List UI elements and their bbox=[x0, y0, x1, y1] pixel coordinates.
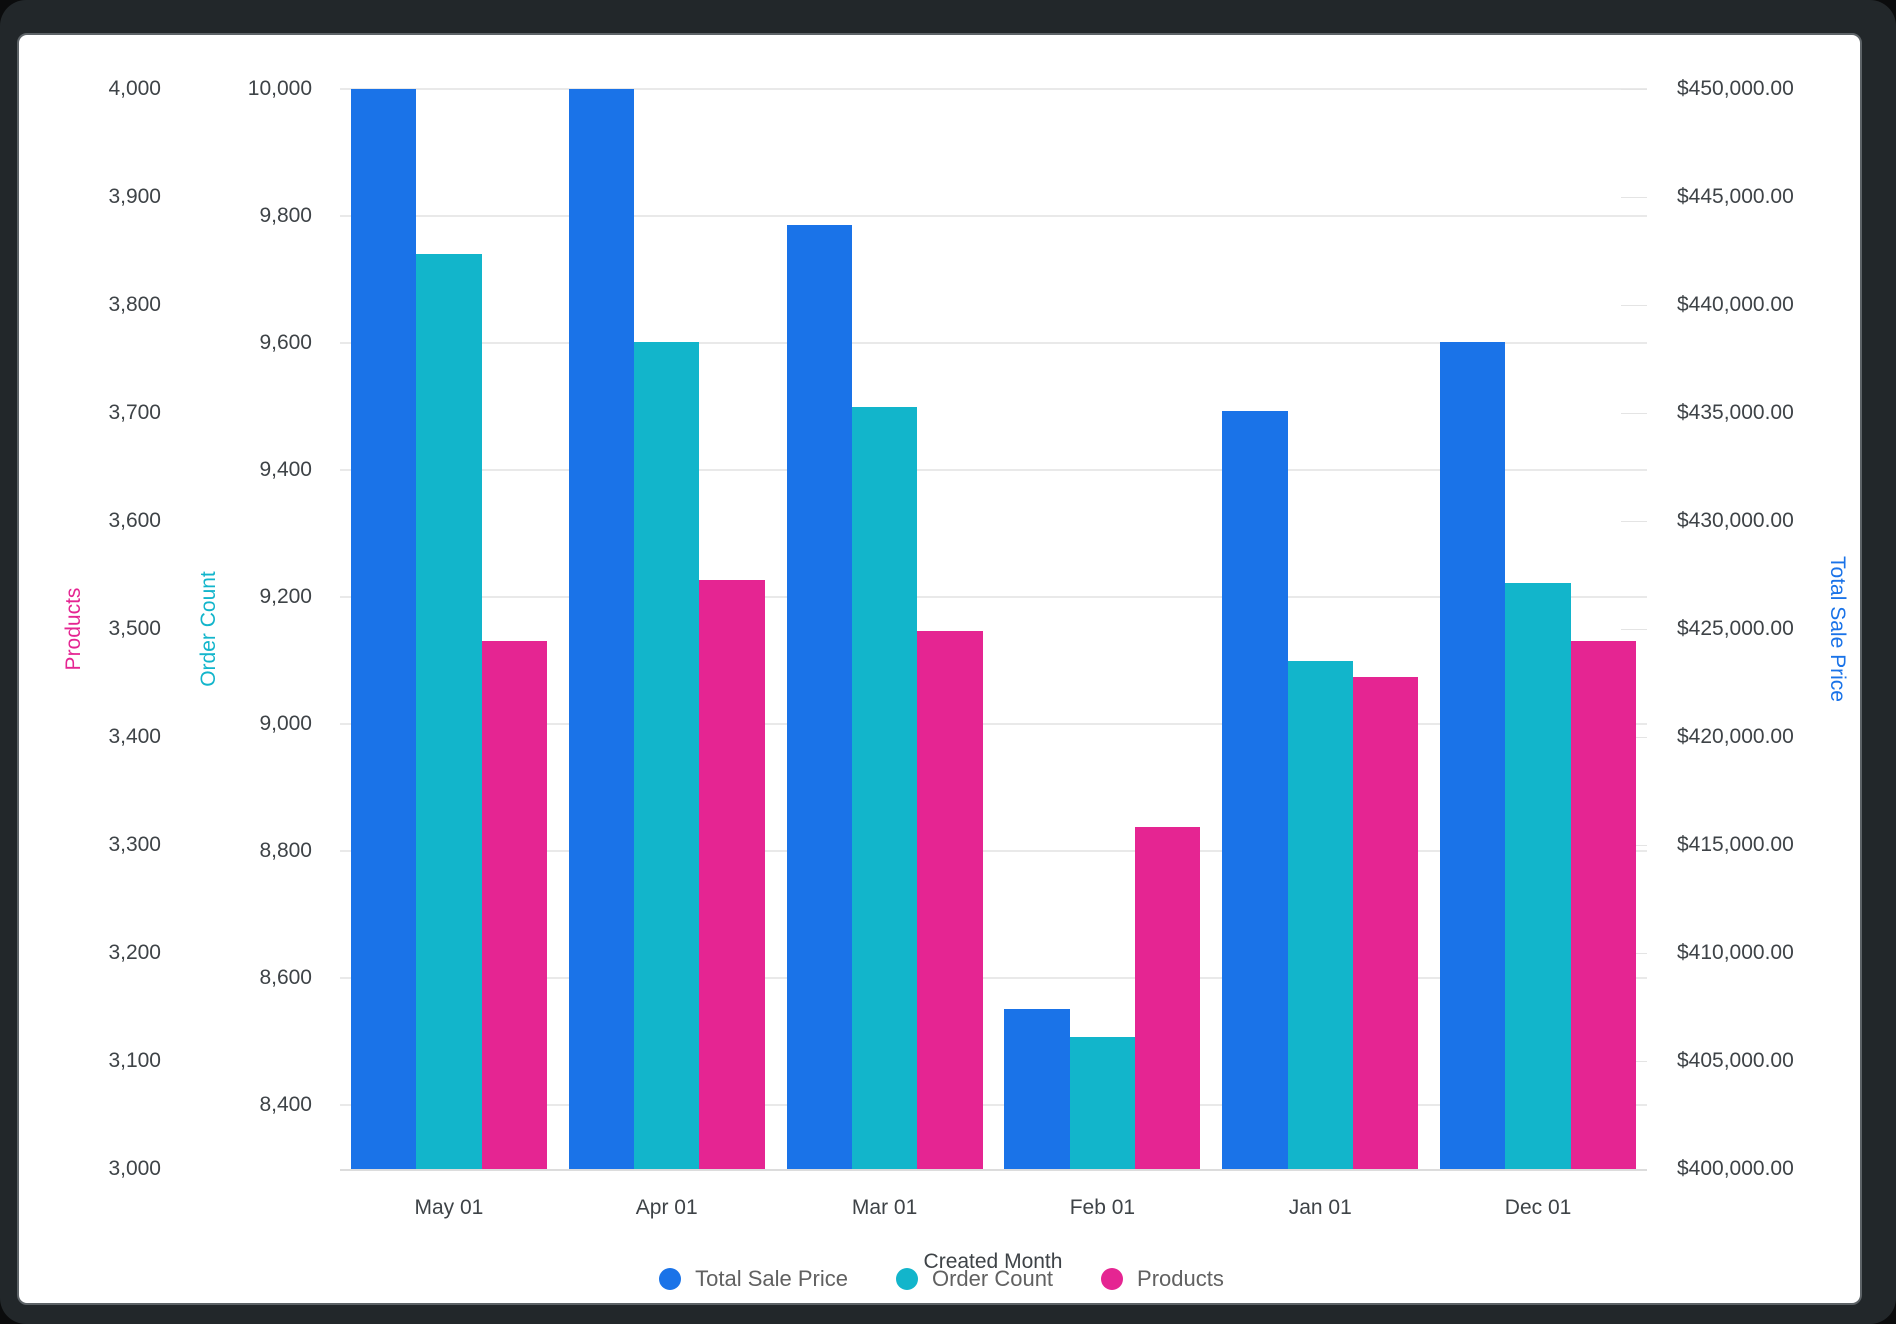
legend-marker-total-sale-price-icon bbox=[659, 1268, 682, 1290]
orders-tick-label: 9,200 bbox=[259, 585, 312, 609]
orders-tick-label: 10,000 bbox=[247, 77, 312, 100]
orders-tick-label: 8,600 bbox=[259, 966, 312, 990]
bar-total-sale-price-apr-01[interactable] bbox=[568, 89, 635, 1169]
grouped-bar-chart: 4,000 3,900 3,800 3,700 3,600 3,500 3,400 3,300… bbox=[19, 35, 1860, 1303]
products-tick-label: 3,600 bbox=[108, 509, 161, 532]
orders-tick-label: 9,000 bbox=[259, 712, 312, 736]
orders-tick-label: 9,400 bbox=[259, 458, 312, 482]
gridline bbox=[340, 88, 1647, 90]
bar-order-count-feb-01[interactable] bbox=[1069, 1036, 1136, 1169]
x-tick-label-may-01: May 01 bbox=[414, 1196, 484, 1219]
total-sale-price-axis-title: Total Sale Price bbox=[1826, 556, 1849, 702]
bar-total-sale-price-feb-01[interactable] bbox=[1004, 1009, 1070, 1169]
plot-area bbox=[340, 88, 1647, 1171]
bar-total-sale-price-jan-01[interactable] bbox=[1222, 410, 1288, 1169]
legend-marker-products-icon bbox=[1101, 1268, 1124, 1290]
bar-total-sale-price-dec-01[interactable] bbox=[1440, 341, 1506, 1169]
legend-label: Products bbox=[1137, 1266, 1224, 1291]
price-axis-tick bbox=[1621, 629, 1647, 630]
bar-order-count-mar-01[interactable] bbox=[851, 406, 918, 1169]
x-axis-line bbox=[340, 1169, 1647, 1171]
price-axis-tick bbox=[1621, 89, 1647, 90]
x-tick-label-mar-01: Mar 01 bbox=[851, 1196, 918, 1219]
gridline bbox=[340, 342, 1647, 345]
price-tick-label: $445,000.00 bbox=[1677, 185, 1794, 208]
gridline bbox=[340, 469, 1647, 472]
x-tick-label-feb-01: Feb 01 bbox=[1069, 1196, 1136, 1219]
legend-item-products[interactable]: Products bbox=[1101, 1266, 1224, 1292]
chart-card: 4,000 3,900 3,800 3,700 3,600 3,500 3,400 3,300… bbox=[17, 33, 1862, 1305]
price-tick-label: $450,000.00 bbox=[1677, 77, 1794, 100]
price-tick-label: $400,000.00 bbox=[1677, 1157, 1794, 1180]
bar-total-sale-price-may-01[interactable] bbox=[350, 89, 417, 1169]
gridline bbox=[340, 215, 1647, 218]
orders-tick-label: 8,400 bbox=[259, 1093, 312, 1117]
gridline bbox=[340, 723, 1647, 726]
legend-label: Order Count bbox=[931, 1266, 1054, 1291]
gridline bbox=[340, 850, 1647, 853]
bar-products-jan-01[interactable] bbox=[1352, 676, 1419, 1169]
x-tick-label-jan-01: Jan 01 bbox=[1288, 1196, 1352, 1219]
orders-tick-label: 8,800 bbox=[259, 839, 312, 863]
price-tick-label: $410,000.00 bbox=[1677, 941, 1794, 964]
legend-item-order-count[interactable]: Order Count bbox=[895, 1266, 1054, 1292]
price-tick-label: $435,000.00 bbox=[1677, 401, 1794, 424]
orders-tick-label: 9,800 bbox=[259, 204, 312, 228]
bar-products-may-01[interactable] bbox=[481, 640, 547, 1169]
products-tick-label: 3,400 bbox=[108, 725, 161, 748]
price-axis-tick bbox=[1621, 197, 1647, 198]
bar-products-feb-01[interactable] bbox=[1135, 826, 1201, 1169]
chart-legend: Total Sale Price Order Count Products bbox=[19, 1257, 1864, 1301]
legend-label: Total Sale Price bbox=[695, 1266, 848, 1291]
orders-tick-label: 9,600 bbox=[259, 331, 312, 355]
price-tick-label: $425,000.00 bbox=[1677, 617, 1794, 640]
bar-products-mar-01[interactable] bbox=[917, 631, 983, 1169]
gridline bbox=[340, 596, 1647, 599]
products-tick-label: 3,800 bbox=[108, 293, 161, 316]
price-axis-tick bbox=[1621, 521, 1647, 522]
legend-marker-order-count-icon bbox=[895, 1268, 918, 1290]
price-tick-label: $405,000.00 bbox=[1677, 1049, 1794, 1072]
bar-order-count-dec-01[interactable] bbox=[1505, 583, 1571, 1169]
products-axis-title: Products bbox=[62, 587, 85, 671]
products-tick-label: 3,500 bbox=[108, 617, 161, 640]
bar-products-apr-01[interactable] bbox=[699, 580, 765, 1169]
products-tick-label: 4,000 bbox=[108, 77, 161, 100]
price-axis-tick bbox=[1621, 413, 1647, 414]
price-tick-label: $430,000.00 bbox=[1677, 509, 1794, 532]
bar-total-sale-price-mar-01[interactable] bbox=[786, 225, 852, 1169]
products-tick-label: 3,300 bbox=[108, 833, 161, 856]
bar-order-count-may-01[interactable] bbox=[416, 254, 482, 1169]
price-tick-label: $420,000.00 bbox=[1677, 725, 1794, 748]
gridline bbox=[340, 977, 1647, 980]
gridline bbox=[340, 1104, 1647, 1107]
products-tick-label: 3,200 bbox=[108, 941, 161, 964]
x-axis-title: Created Month bbox=[923, 1250, 1063, 1273]
order-count-axis-title: Order Count bbox=[197, 571, 220, 687]
price-axis-tick bbox=[1621, 305, 1647, 306]
x-tick-label-dec-01: Dec 01 bbox=[1504, 1196, 1572, 1219]
products-tick-label: 3,900 bbox=[108, 185, 161, 208]
products-tick-label: 3,100 bbox=[108, 1049, 161, 1072]
bar-order-count-apr-01[interactable] bbox=[634, 341, 700, 1169]
products-tick-label: 3,700 bbox=[108, 401, 161, 424]
x-tick-label-apr-01: Apr 01 bbox=[635, 1196, 698, 1219]
price-tick-label: $415,000.00 bbox=[1677, 833, 1794, 856]
bar-order-count-jan-01[interactable] bbox=[1287, 660, 1353, 1169]
legend-item-total-sale-price[interactable]: Total Sale Price bbox=[659, 1266, 848, 1292]
price-tick-label: $440,000.00 bbox=[1677, 293, 1794, 316]
bar-products-dec-01[interactable] bbox=[1570, 640, 1637, 1169]
products-tick-label: 3,000 bbox=[108, 1157, 161, 1180]
